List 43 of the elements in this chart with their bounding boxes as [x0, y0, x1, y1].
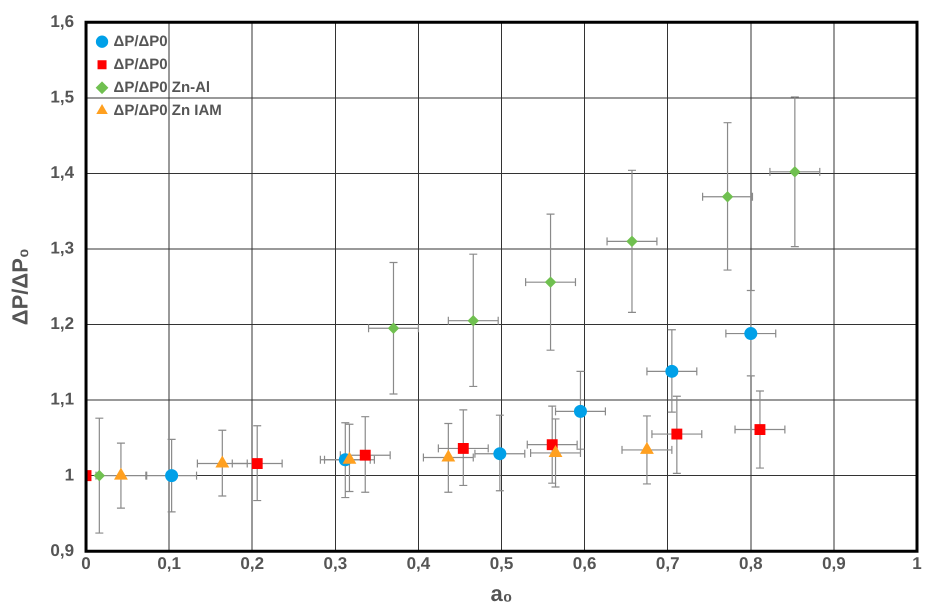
- point: [754, 424, 766, 435]
- y-tick-label: 1,4: [50, 163, 75, 182]
- legend-label: ΔP/ΔP0: [114, 56, 168, 73]
- x-tick-label: 1: [912, 554, 922, 574]
- x-tick-label: 0,2: [240, 554, 264, 574]
- y-tick-label: 1: [64, 465, 74, 484]
- x-tick-label: 0,1: [157, 554, 181, 574]
- point: [626, 236, 638, 247]
- x-tick-label: 0,3: [324, 554, 348, 574]
- point: [744, 327, 758, 340]
- legend-label: ΔP/ΔP0 Zn IAM: [114, 102, 222, 119]
- y-tick-label: 1,3: [50, 238, 74, 258]
- y-tick-label: 1,1: [50, 390, 74, 409]
- point: [216, 456, 229, 468]
- point: [789, 166, 800, 178]
- x-tick-label: 0,6: [572, 554, 596, 574]
- point: [468, 315, 479, 326]
- point: [388, 322, 399, 334]
- point: [545, 276, 556, 288]
- point: [665, 364, 678, 378]
- point: [252, 458, 263, 469]
- y-axis-title: ΔP/ΔP₀: [7, 248, 32, 326]
- x-tick-label: 0,9: [822, 554, 846, 574]
- x-tick-label: 0,4: [406, 554, 431, 574]
- point: [360, 450, 371, 461]
- x-tick-label: 0,7: [656, 554, 680, 574]
- point: [94, 470, 105, 482]
- x-tick-label: 0,8: [738, 554, 763, 574]
- point: [493, 447, 506, 460]
- x-tick-label: 0,5: [490, 554, 514, 574]
- legend-label: ΔP/ΔP0 Zn-Al: [114, 78, 210, 96]
- x-axis-title: a₀: [490, 580, 513, 606]
- legend-label: ΔP/ΔP0: [114, 32, 168, 50]
- point: [165, 469, 178, 482]
- y-tick-label: 1,2: [50, 314, 74, 334]
- point: [671, 428, 682, 440]
- y-tick-label: 1,5: [50, 87, 74, 106]
- point: [458, 442, 469, 454]
- x-tick-label: 0: [81, 554, 91, 574]
- y-tick-label: 1,6: [50, 12, 74, 31]
- point: [722, 191, 734, 202]
- y-tick-label: 0,9: [50, 540, 74, 560]
- point: [574, 404, 587, 418]
